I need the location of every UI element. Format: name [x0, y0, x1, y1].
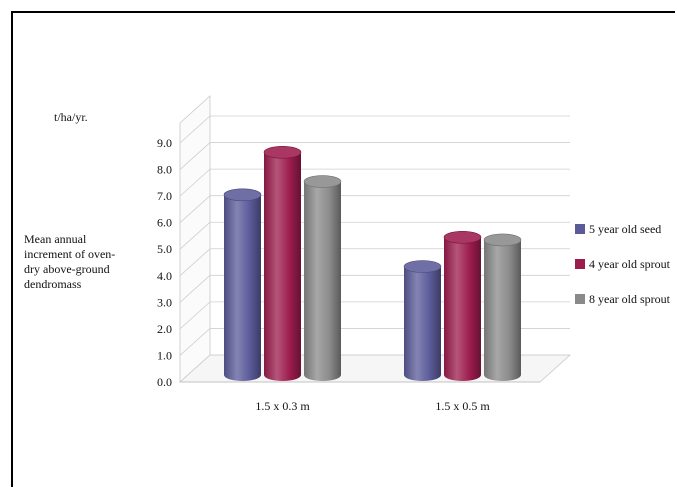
- unit-label: t/ha/yr.: [54, 110, 88, 124]
- bar-body: [404, 266, 441, 381]
- bar-1-1: [443, 230, 482, 381]
- bar-0-1: [263, 146, 302, 381]
- bar-top: [263, 146, 302, 159]
- bar-body: [484, 239, 521, 381]
- y-tick-label: 0.0: [157, 375, 172, 389]
- gridline-side: [179, 248, 211, 277]
- y-tick-label: 7.0: [157, 189, 172, 203]
- y-axis-label-line: increment of oven-: [24, 247, 116, 261]
- gridline-side: [179, 142, 211, 170]
- bar-body: [304, 181, 341, 381]
- gridline-side: [179, 221, 211, 250]
- legend-swatch: [575, 224, 585, 234]
- bar-top: [443, 230, 482, 244]
- y-axis-label-line: Mean annual: [24, 232, 87, 246]
- y-tick-label: 2.0: [157, 322, 172, 336]
- bar-body: [444, 237, 481, 381]
- y-tick-label: 4.0: [157, 269, 172, 283]
- gridline-side: [179, 354, 211, 383]
- y-tick-label: 3.0: [157, 295, 172, 309]
- gridline-side: [179, 275, 211, 303]
- y-tick-label: 5.0: [157, 242, 172, 256]
- bar-top: [483, 233, 522, 247]
- bar-top: [223, 188, 262, 202]
- y-tick-label: 6.0: [157, 216, 172, 230]
- y-tick-label: 9.0: [157, 136, 172, 150]
- legend-label: 8 year old sprout: [589, 292, 670, 306]
- bar-top: [303, 175, 342, 188]
- bar-body: [264, 152, 301, 381]
- y-tick-labels: 0.0 1.0 2.0 3.0 4.0 5.0 6.0 7.0 8.0 9.0: [157, 136, 172, 389]
- bar-0-2: [303, 175, 342, 381]
- legend-label: 4 year old sprout: [589, 257, 670, 271]
- legend-swatch: [575, 294, 585, 304]
- gridline-side: [179, 301, 211, 330]
- bars: [223, 146, 522, 381]
- gridline-side: [179, 195, 211, 223]
- gridline-side: [179, 328, 211, 356]
- bar-1-0: [403, 260, 442, 381]
- bar-0-0: [223, 188, 262, 381]
- y-axis-label-line: dendromass: [24, 277, 82, 291]
- x-category-label: 1.5 x 0.3 m: [255, 399, 310, 413]
- gridline-side: [179, 115, 211, 144]
- category-labels: 1.5 x 0.3 m 1.5 x 0.5 m: [255, 399, 490, 413]
- x-category-label: 1.5 x 0.5 m: [435, 399, 490, 413]
- bar-1-2: [483, 233, 522, 381]
- gridline-side: [179, 168, 211, 197]
- y-axis-label-line: dry above-ground: [24, 262, 110, 276]
- legend-swatch: [575, 259, 585, 269]
- y-axis-label: Mean annual increment of oven- dry above…: [24, 232, 144, 292]
- y-tick-label: 1.0: [157, 348, 172, 362]
- y-tick-label: 8.0: [157, 163, 172, 177]
- bar-top: [403, 260, 442, 273]
- chart-frame: [11, 11, 675, 487]
- bar-body: [224, 194, 261, 381]
- legend-label: 5 year old seed: [589, 222, 662, 236]
